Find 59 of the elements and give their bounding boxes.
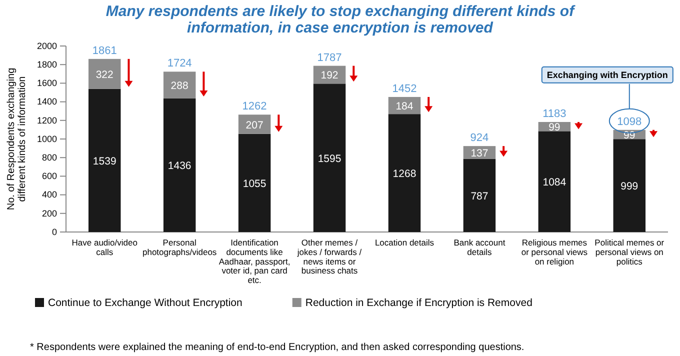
data-label: 999: [620, 180, 638, 193]
total-label: 1724: [167, 58, 192, 70]
bar: [88, 88, 121, 232]
total-label: 1861: [92, 44, 117, 57]
bar: [163, 98, 196, 232]
total-label: 1098: [617, 116, 642, 128]
bar: [313, 84, 346, 232]
total-label: 1452: [392, 82, 417, 95]
x-tick-label: Have audio/video calls: [72, 238, 138, 257]
y-tick-label: 2000: [36, 40, 57, 51]
data-label: 1055: [242, 178, 266, 190]
total-label: 1787: [317, 52, 342, 64]
x-tick-label: Bank account details: [454, 238, 506, 257]
y-axis-title: No. of Respondents exchanging different kinds of information: [6, 68, 28, 210]
x-tick-label: Political memes or personal views on politics: [594, 238, 664, 266]
y-tick-label: 1000: [36, 134, 57, 144]
legend-label: Reduction in Exchange if Encryption is Removed: [305, 297, 533, 309]
y-tick-label: 0: [52, 226, 57, 237]
data-label: 787: [470, 190, 488, 202]
bar: [538, 131, 571, 232]
bar: [88, 58, 121, 89]
data-label: 192: [320, 70, 338, 82]
data-label: 1539: [92, 155, 116, 168]
x-tick-label: Personal photographs/videos: [142, 238, 217, 257]
annotation: Exchanging with Encryption: [546, 70, 668, 80]
y-tick-label: 600: [42, 171, 57, 182]
total-label: 1183: [542, 108, 566, 120]
bar: [613, 139, 646, 232]
total-label: 1262: [242, 100, 267, 113]
y-tick-label: 1800: [36, 59, 57, 70]
x-tick-label: Identification documents like Aadhaar, passport, voter id, pan card etc.: [218, 238, 290, 286]
total-label: 924: [470, 132, 489, 144]
x-tick-label: Religious memes or personal views on religion: [521, 238, 588, 266]
data-label: 1436: [168, 160, 192, 172]
y-tick-label: 1200: [36, 115, 57, 126]
bar: [163, 72, 196, 98]
data-label: 1595: [318, 152, 342, 165]
y-tick-label: 400: [42, 190, 57, 200]
chart-title: Many respondents are likely to stop exchanging different kinds of information, in case encryption is removed: [106, 3, 576, 36]
bar: [463, 158, 496, 232]
data-label: 137: [470, 147, 488, 160]
bar: [388, 114, 421, 232]
data-label: 99: [548, 122, 560, 134]
data-label: 207: [246, 119, 264, 132]
bar: [238, 114, 271, 134]
x-tick-label: Location details: [374, 238, 434, 248]
data-label: 322: [96, 68, 114, 81]
y-tick-label: 1600: [36, 78, 57, 88]
data-label: 288: [170, 80, 188, 92]
y-tick-label: 200: [42, 208, 57, 218]
legend-label: Continue to Exchange Without Encryption: [48, 297, 243, 309]
y-tick-label: 1400: [36, 96, 57, 107]
bar: [238, 134, 271, 232]
data-label: 184: [396, 100, 414, 113]
data-label: 1084: [542, 176, 566, 189]
y-tick-label: 800: [42, 152, 57, 162]
x-tick-label: Other memes / jokes / forwards / news items or business chats: [296, 238, 362, 276]
data-label: 1268: [392, 168, 416, 180]
text: * Respondents were explained the meaning of end-to-end Encryption, and then asked corresponding questions.: [30, 342, 524, 353]
